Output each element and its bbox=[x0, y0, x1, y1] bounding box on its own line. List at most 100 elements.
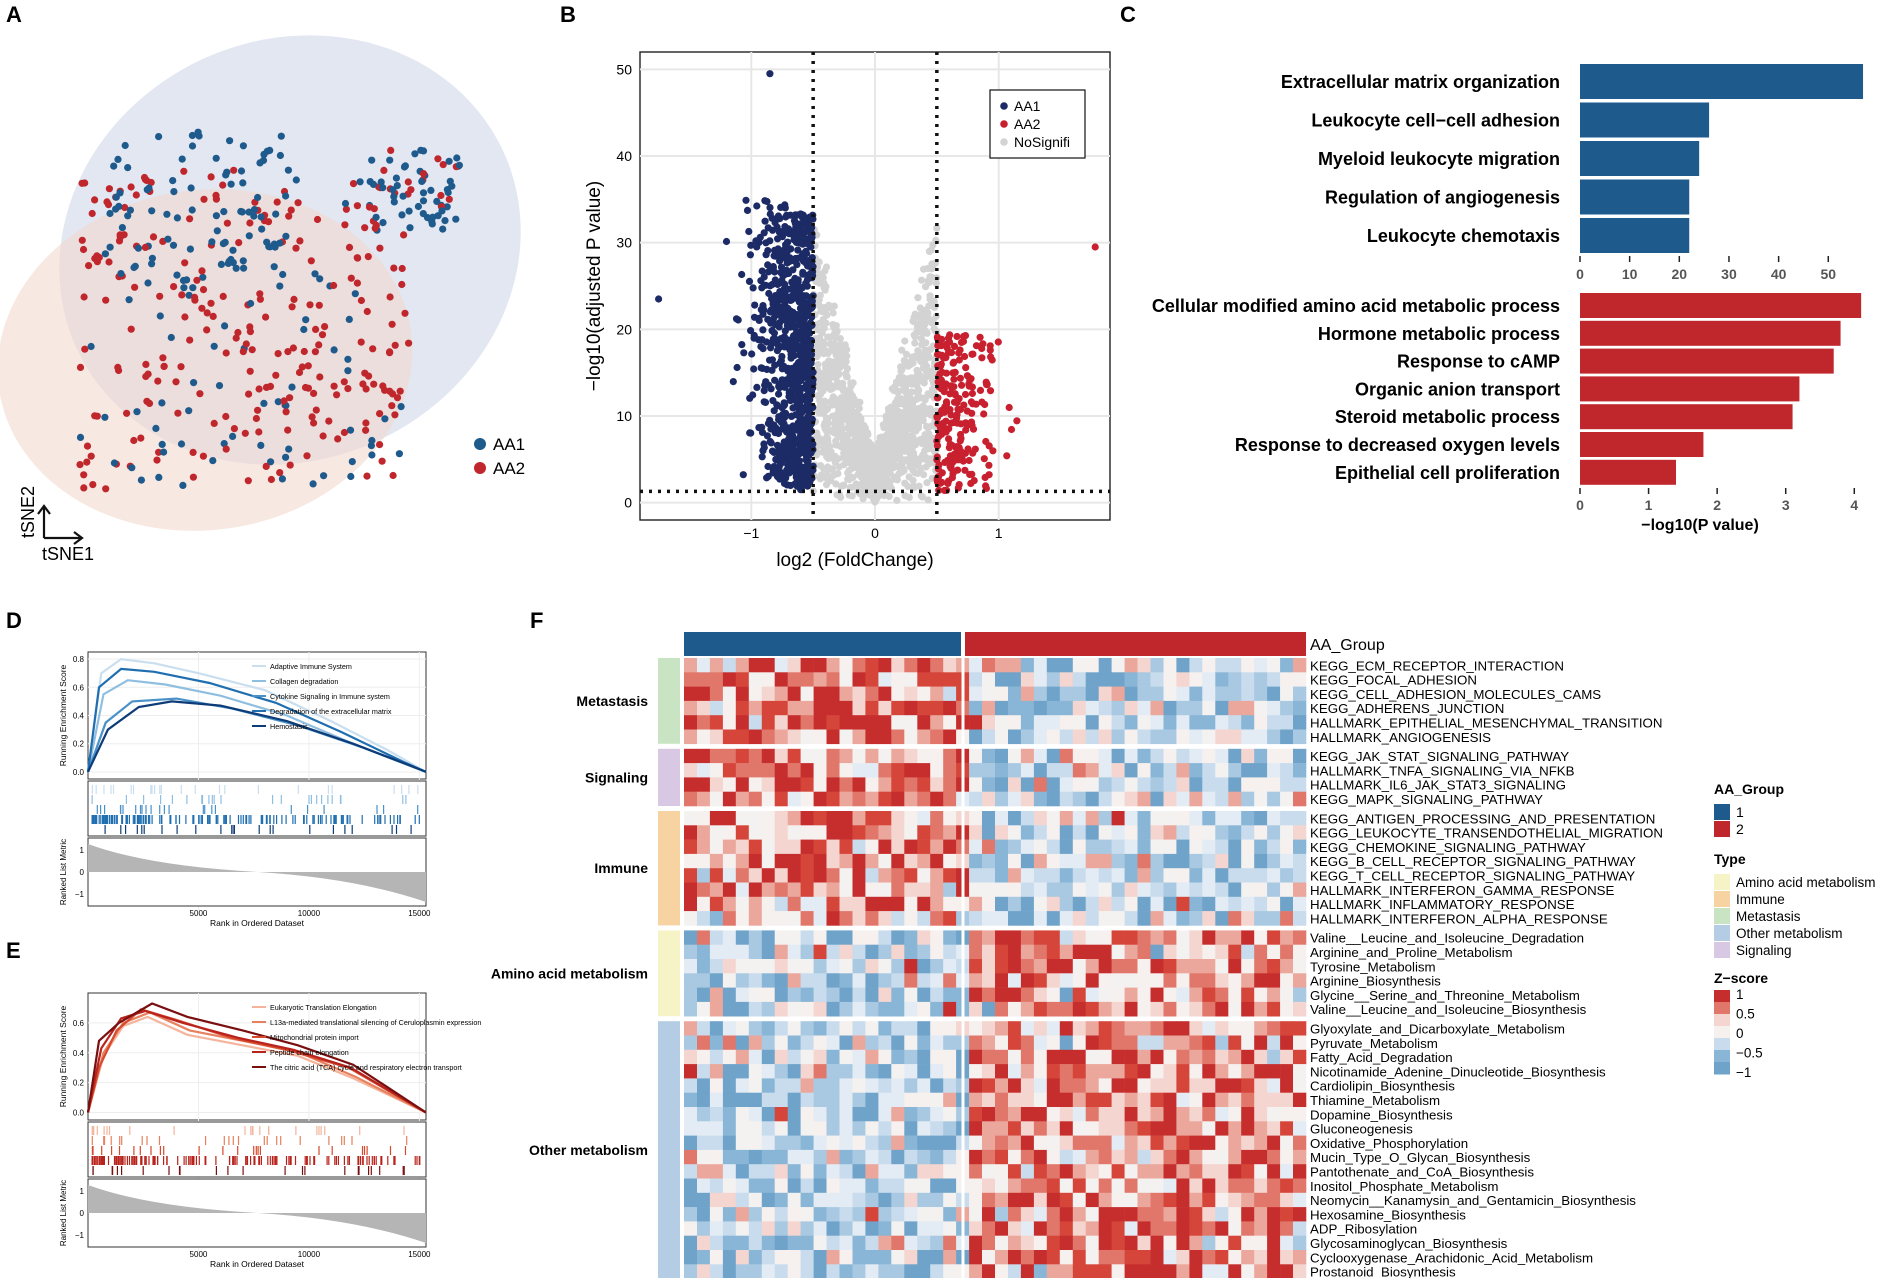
volcano-point bbox=[797, 304, 805, 312]
heatmap-cell bbox=[982, 686, 996, 702]
heatmap-cell bbox=[735, 658, 750, 673]
volcano-point bbox=[839, 433, 847, 441]
heatmap-cell bbox=[709, 1107, 724, 1122]
volcano-point bbox=[827, 448, 835, 456]
heatmap-cell bbox=[969, 1092, 983, 1108]
tsne-point bbox=[83, 458, 91, 466]
volcano-point bbox=[890, 386, 898, 395]
volcano-point bbox=[894, 395, 902, 403]
tsne-point bbox=[267, 458, 275, 466]
heatmap-cell bbox=[748, 959, 763, 974]
tsne-point bbox=[296, 237, 304, 245]
heatmap-cell bbox=[1293, 1001, 1307, 1017]
volcano-point bbox=[933, 442, 942, 450]
row-label: KEGG_JAK_STAT_SIGNALING_PATHWAY bbox=[1310, 749, 1569, 764]
heatmap-cell bbox=[1137, 658, 1151, 673]
volcano-point bbox=[880, 424, 888, 432]
volcano-point bbox=[854, 398, 862, 406]
tsne-point bbox=[239, 257, 247, 265]
heatmap-cell bbox=[1254, 1035, 1268, 1051]
heatmap-cell bbox=[697, 1078, 711, 1093]
heatmap-cell bbox=[1241, 944, 1255, 960]
heatmap-cell bbox=[982, 839, 996, 855]
tsne-point bbox=[315, 301, 323, 309]
volcano-point bbox=[773, 347, 782, 355]
heatmap-cell bbox=[761, 763, 776, 778]
volcano-point bbox=[920, 362, 928, 370]
volcano-point bbox=[794, 362, 802, 370]
heatmap-cell bbox=[1098, 1021, 1112, 1036]
tsne-point bbox=[391, 341, 399, 349]
tsne-point bbox=[308, 413, 316, 421]
tsne-point bbox=[294, 199, 302, 207]
volcano-point bbox=[872, 471, 880, 479]
row-label: HALLMARK_EPITHELIAL_MESENCHYMAL_TRANSITI… bbox=[1310, 716, 1662, 731]
heatmap-cell bbox=[1124, 930, 1138, 945]
heatmap-cell bbox=[1267, 853, 1281, 869]
heatmap-cell bbox=[1202, 944, 1216, 960]
heatmap-cell bbox=[761, 1078, 776, 1093]
tsne-point bbox=[239, 142, 247, 150]
volcano-point bbox=[817, 462, 825, 470]
heatmap-cell bbox=[930, 1064, 944, 1079]
heatmap-cell bbox=[969, 825, 983, 840]
heatmap-cell bbox=[1072, 896, 1087, 912]
heatmap-cell bbox=[839, 1021, 853, 1036]
heatmap-cell bbox=[1124, 944, 1138, 960]
tsne-point bbox=[288, 383, 296, 391]
heatmap-cell bbox=[1124, 959, 1138, 974]
heatmap-cell bbox=[943, 777, 957, 792]
bar-red bbox=[1580, 348, 1834, 374]
heatmap-cell bbox=[1254, 1078, 1268, 1093]
tsne-point bbox=[353, 279, 361, 287]
heatmap-cell bbox=[1020, 700, 1035, 716]
heatmap-cell bbox=[1228, 1092, 1242, 1108]
volcano-point bbox=[861, 425, 869, 433]
heatmap-cell bbox=[878, 1035, 892, 1051]
heatmap-cell bbox=[813, 658, 827, 673]
heatmap-cell bbox=[787, 1078, 801, 1093]
volcano-point bbox=[981, 400, 989, 409]
heatmap-cell bbox=[943, 715, 957, 730]
heatmap-cell bbox=[1267, 777, 1281, 792]
tsne-point bbox=[277, 132, 285, 140]
heatmap-cell bbox=[1059, 987, 1074, 1003]
heatmap-cell bbox=[852, 911, 866, 926]
heatmap-cell bbox=[852, 811, 866, 826]
heatmap-cell bbox=[748, 868, 763, 883]
heatmap-cell bbox=[761, 748, 776, 764]
heatmap-cell bbox=[930, 777, 944, 792]
heatmap-cell bbox=[735, 987, 750, 1003]
heatmap-cell bbox=[1150, 930, 1164, 945]
heatmap-cell bbox=[800, 748, 814, 764]
heatmap-cell bbox=[1085, 868, 1099, 883]
heatmap-cell bbox=[1124, 1001, 1138, 1017]
heatmap-cell bbox=[1189, 868, 1203, 883]
heatmap-cell bbox=[904, 672, 918, 687]
tsne-point bbox=[222, 349, 230, 357]
tsne-point bbox=[312, 406, 320, 414]
tsne-point bbox=[399, 192, 407, 200]
heatmap-cell bbox=[1124, 811, 1138, 826]
heatmap-cell bbox=[1059, 686, 1074, 702]
heatmap-cell bbox=[748, 930, 763, 945]
volcano-point bbox=[786, 323, 794, 331]
heatmap-cell bbox=[839, 944, 853, 960]
heatmap-cell bbox=[930, 729, 944, 745]
heatmap-cell bbox=[1163, 1035, 1177, 1051]
heatmap-cell bbox=[748, 1107, 763, 1122]
heatmap-cell bbox=[943, 686, 957, 702]
heatmap-cell bbox=[748, 882, 763, 898]
heatmap-cell bbox=[1124, 700, 1138, 716]
heatmap-cell bbox=[813, 686, 827, 702]
heatmap-cell bbox=[865, 748, 879, 764]
tsne-point bbox=[245, 232, 253, 240]
volcano-point bbox=[863, 460, 871, 468]
heatmap-cell bbox=[1137, 987, 1151, 1003]
heatmap-cell bbox=[1280, 1092, 1294, 1108]
tsne-point bbox=[411, 150, 419, 158]
tsne-point bbox=[396, 387, 404, 395]
panel-label-a: A bbox=[6, 2, 22, 27]
heatmap-cell bbox=[852, 748, 866, 764]
heatmap-cell bbox=[1228, 911, 1242, 926]
